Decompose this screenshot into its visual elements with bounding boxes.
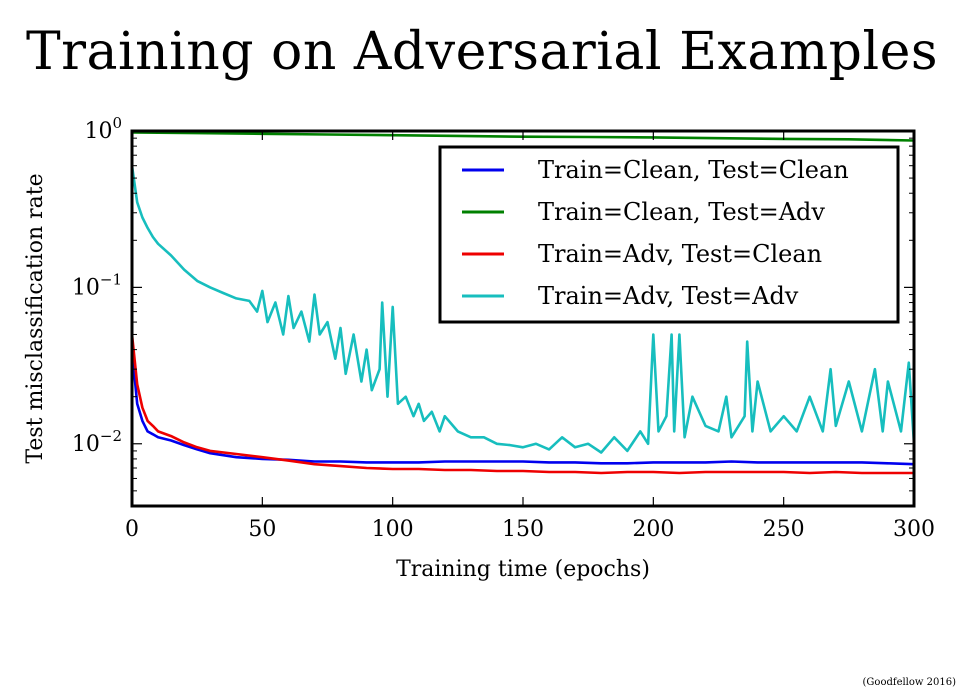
legend-box xyxy=(438,145,900,324)
y-tick-label: 10−1 xyxy=(72,270,122,300)
series-line-3 xyxy=(132,334,914,475)
x-tick-label: 0 xyxy=(125,517,139,542)
x-tick-label: 150 xyxy=(502,517,544,542)
x-axis-label: Training time (epochs) xyxy=(396,557,650,582)
y-tick-label: 10−2 xyxy=(72,427,122,457)
y-axis-label: Test misclassification rate xyxy=(23,173,48,463)
slide-title: Training on Adversarial Examples xyxy=(25,22,939,82)
credit-note: (Goodfellow 2016) xyxy=(862,677,956,688)
x-tick-label: 50 xyxy=(248,517,276,542)
ticks-layer: 0 50 100 150 200 250 300 100 10−1 10−2 xyxy=(72,114,935,542)
x-tick-label: 200 xyxy=(632,517,674,542)
legend-entry: Train=Adv, Test=Adv xyxy=(538,282,799,310)
x-tick-label: 300 xyxy=(893,517,935,542)
legend-entry: Train=Clean, Test=Adv xyxy=(538,198,825,226)
legend-entry: Train=Adv, Test=Clean xyxy=(538,240,822,268)
legend: Train=Clean, Test=Clean Train=Clean, Test… xyxy=(438,145,900,324)
series-line-4 xyxy=(132,165,914,454)
y-tick-label: 100 xyxy=(84,114,122,144)
series-line-1 xyxy=(132,349,914,466)
plot-border xyxy=(130,129,916,508)
x-tick-label: 100 xyxy=(372,517,414,542)
x-tick-label: 250 xyxy=(763,517,805,542)
legend-entry: Train=Clean, Test=Clean xyxy=(538,156,849,184)
